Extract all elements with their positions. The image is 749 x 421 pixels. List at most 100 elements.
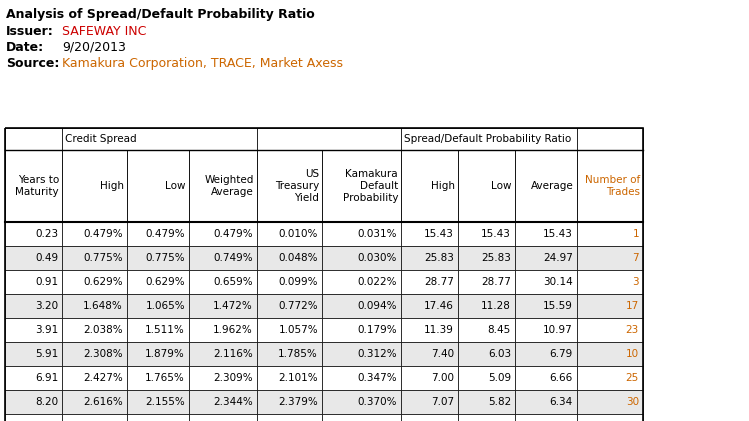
Bar <box>458 150 515 222</box>
Bar <box>577 150 643 222</box>
Text: Low: Low <box>491 181 512 191</box>
Bar <box>189 294 257 318</box>
Bar <box>5 128 643 421</box>
Bar <box>401 150 458 222</box>
Text: 7: 7 <box>632 253 639 263</box>
Bar <box>62 390 127 414</box>
Text: 0.179%: 0.179% <box>357 325 397 335</box>
Text: 15.43: 15.43 <box>543 229 573 239</box>
Bar <box>458 390 515 414</box>
Bar <box>62 150 127 222</box>
Bar <box>401 342 458 366</box>
Text: 7.40: 7.40 <box>431 349 454 359</box>
Bar <box>5 150 643 222</box>
Bar <box>257 318 322 342</box>
Text: 2.038%: 2.038% <box>83 325 123 335</box>
Bar <box>401 390 458 414</box>
Bar <box>577 366 643 390</box>
Text: 2.116%: 2.116% <box>213 349 253 359</box>
Bar <box>515 270 577 294</box>
Text: 0.49: 0.49 <box>35 253 58 263</box>
Text: 0.022%: 0.022% <box>357 277 397 287</box>
Bar <box>458 246 515 270</box>
Text: 2.344%: 2.344% <box>213 397 253 407</box>
Text: 6.66: 6.66 <box>550 373 573 383</box>
Text: 0.775%: 0.775% <box>145 253 185 263</box>
Bar <box>5 342 62 366</box>
Text: 0.010%: 0.010% <box>279 229 318 239</box>
Text: 2.616%: 2.616% <box>83 397 123 407</box>
Bar <box>515 366 577 390</box>
Bar <box>189 366 257 390</box>
Text: 17.46: 17.46 <box>424 301 454 311</box>
Text: 0.048%: 0.048% <box>279 253 318 263</box>
Text: 5.82: 5.82 <box>488 397 511 407</box>
Text: 9/20/2013: 9/20/2013 <box>62 41 126 54</box>
Bar <box>257 222 322 246</box>
Bar <box>458 342 515 366</box>
Bar <box>515 390 577 414</box>
Bar <box>62 366 127 390</box>
Text: 23: 23 <box>625 325 639 335</box>
Bar <box>515 318 577 342</box>
Bar <box>127 150 189 222</box>
Text: 11.28: 11.28 <box>481 301 511 311</box>
Bar <box>5 366 62 390</box>
Bar <box>62 318 127 342</box>
Bar <box>189 390 257 414</box>
Text: 0.370%: 0.370% <box>357 397 397 407</box>
Bar <box>257 366 322 390</box>
Bar <box>62 414 127 421</box>
Bar <box>458 318 515 342</box>
Bar <box>257 294 322 318</box>
Bar <box>401 246 458 270</box>
Text: Kamakura
Default
Probability: Kamakura Default Probability <box>342 169 398 203</box>
Text: 0.775%: 0.775% <box>83 253 123 263</box>
Text: 0.479%: 0.479% <box>213 229 253 239</box>
Text: 25.83: 25.83 <box>424 253 454 263</box>
Bar <box>515 294 577 318</box>
Bar <box>257 270 322 294</box>
Text: 15.43: 15.43 <box>424 229 454 239</box>
Bar <box>577 318 643 342</box>
Bar <box>62 270 127 294</box>
Bar <box>401 318 458 342</box>
Bar <box>127 222 189 246</box>
Text: 25: 25 <box>625 373 639 383</box>
Text: 25.83: 25.83 <box>481 253 511 263</box>
Text: 0.094%: 0.094% <box>357 301 397 311</box>
Text: 24.97: 24.97 <box>543 253 573 263</box>
Bar <box>577 294 643 318</box>
Text: US
Treasury
Yield: US Treasury Yield <box>275 169 319 203</box>
Text: 7.07: 7.07 <box>431 397 454 407</box>
Bar <box>401 270 458 294</box>
Text: 2.155%: 2.155% <box>145 397 185 407</box>
Text: 2.101%: 2.101% <box>279 373 318 383</box>
Text: 1.765%: 1.765% <box>145 373 185 383</box>
Bar <box>322 150 401 222</box>
Text: 1.472%: 1.472% <box>213 301 253 311</box>
Bar <box>5 246 62 270</box>
Bar <box>5 390 62 414</box>
Bar <box>257 150 322 222</box>
Text: 1.065%: 1.065% <box>145 301 185 311</box>
Bar <box>5 222 62 246</box>
Bar <box>322 270 401 294</box>
Bar <box>257 390 322 414</box>
Text: Issuer:: Issuer: <box>6 25 54 38</box>
Bar <box>515 222 577 246</box>
Text: 0.347%: 0.347% <box>357 373 397 383</box>
Text: 0.91: 0.91 <box>35 277 58 287</box>
Text: 0.479%: 0.479% <box>145 229 185 239</box>
Bar <box>127 270 189 294</box>
Text: Analysis of Spread/Default Probability Ratio: Analysis of Spread/Default Probability R… <box>6 8 315 21</box>
Text: Credit Spread: Credit Spread <box>65 134 136 144</box>
Bar <box>515 342 577 366</box>
Bar <box>5 128 643 150</box>
Text: 8.20: 8.20 <box>35 397 58 407</box>
Bar <box>189 222 257 246</box>
Text: Date:: Date: <box>6 41 44 54</box>
Text: 0.659%: 0.659% <box>213 277 253 287</box>
Bar <box>515 246 577 270</box>
Bar <box>458 366 515 390</box>
